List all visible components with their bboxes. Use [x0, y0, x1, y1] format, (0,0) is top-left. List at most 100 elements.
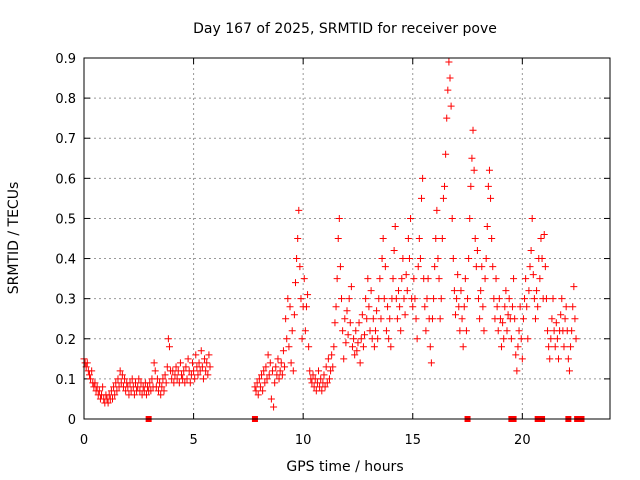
- data-point: [151, 367, 159, 375]
- data-point: [547, 335, 555, 343]
- data-point: [335, 214, 343, 222]
- data-point: [202, 367, 210, 375]
- x-tick-label: 5: [189, 433, 197, 448]
- data-point: [502, 287, 510, 295]
- data-point: [329, 363, 337, 371]
- data-point: [484, 182, 492, 190]
- data-point: [415, 235, 423, 242]
- data-point: [283, 335, 291, 343]
- data-point: [504, 311, 512, 319]
- data-point: [330, 343, 338, 351]
- data-point: [428, 315, 436, 323]
- y-tick-label: 0.8: [55, 92, 76, 107]
- data-point: [546, 355, 554, 363]
- data-point: [357, 335, 365, 343]
- data-point: [446, 74, 454, 82]
- data-point: [95, 387, 103, 395]
- data-point: [176, 359, 184, 367]
- data-point: [130, 391, 138, 399]
- data-point: [515, 327, 523, 335]
- data-point: [341, 315, 349, 323]
- data-point: [108, 395, 116, 403]
- data-point: [284, 295, 292, 303]
- data-point: [499, 319, 507, 327]
- data-point: [553, 335, 561, 343]
- data-point: [414, 263, 422, 271]
- data-point: [347, 283, 355, 291]
- data-point: [525, 287, 533, 295]
- data-point: [537, 235, 545, 242]
- data-point: [405, 255, 413, 263]
- data-point: [399, 255, 407, 263]
- data-point: [158, 383, 166, 391]
- x-tick-label: 10: [295, 433, 312, 448]
- data-point: [400, 295, 408, 303]
- data-point: [194, 371, 202, 379]
- data-point: [389, 275, 397, 283]
- data-point: [572, 335, 580, 343]
- data-point: [370, 343, 378, 351]
- data-point: [91, 379, 99, 387]
- data-point: [201, 355, 209, 363]
- data-point: [259, 387, 267, 395]
- data-point: [198, 363, 206, 371]
- data-point: [385, 335, 393, 343]
- data-point: [387, 343, 395, 351]
- data-point: [475, 295, 482, 303]
- data-point: [430, 295, 438, 303]
- data-point: [346, 319, 354, 327]
- data-point: [361, 331, 369, 339]
- data-point: [365, 303, 373, 311]
- data-point: [163, 363, 171, 371]
- data-point: [320, 371, 328, 379]
- data-point: [323, 379, 331, 387]
- data-point: [121, 375, 129, 383]
- data-point: [518, 355, 526, 363]
- data-point: [187, 371, 195, 379]
- data-point: [496, 315, 504, 323]
- data-point: [113, 387, 121, 395]
- data-point: [373, 307, 381, 315]
- data-point: [396, 303, 404, 311]
- data-point: [392, 295, 400, 303]
- data-point: [297, 295, 305, 303]
- data-point: [142, 391, 150, 399]
- data-point: [274, 355, 282, 363]
- data-point: [172, 363, 180, 371]
- data-point: [562, 303, 570, 311]
- data-point: [254, 391, 262, 399]
- data-point: [510, 275, 518, 283]
- data-point: [536, 275, 544, 283]
- data-point: [304, 291, 312, 299]
- data-point: [104, 399, 112, 407]
- data-point: [128, 375, 136, 383]
- data-point: [435, 275, 443, 283]
- data-point: [318, 387, 326, 395]
- data-point: [473, 247, 481, 255]
- data-point: [197, 347, 205, 355]
- data-point: [438, 235, 446, 242]
- data-point: [146, 379, 154, 387]
- data-point: [523, 303, 531, 311]
- data-point: [325, 375, 333, 383]
- y-tick-label: 0.2: [55, 333, 76, 348]
- data-point: [301, 327, 309, 335]
- data-point: [391, 222, 399, 230]
- data-point: [426, 343, 434, 351]
- data-point: [538, 255, 546, 263]
- data-point: [453, 295, 461, 303]
- data-point: [500, 335, 508, 343]
- plot-frame: [83, 57, 611, 420]
- data-point: [331, 319, 339, 327]
- data-point: [466, 214, 474, 222]
- data-point: [409, 303, 417, 311]
- data-point: [467, 182, 475, 190]
- data-point: [309, 371, 317, 379]
- data-point: [354, 339, 362, 347]
- data-point: [492, 275, 500, 283]
- data-point: [191, 375, 199, 383]
- data-point: [305, 343, 313, 351]
- data-point: [332, 303, 340, 311]
- data-point: [397, 327, 405, 335]
